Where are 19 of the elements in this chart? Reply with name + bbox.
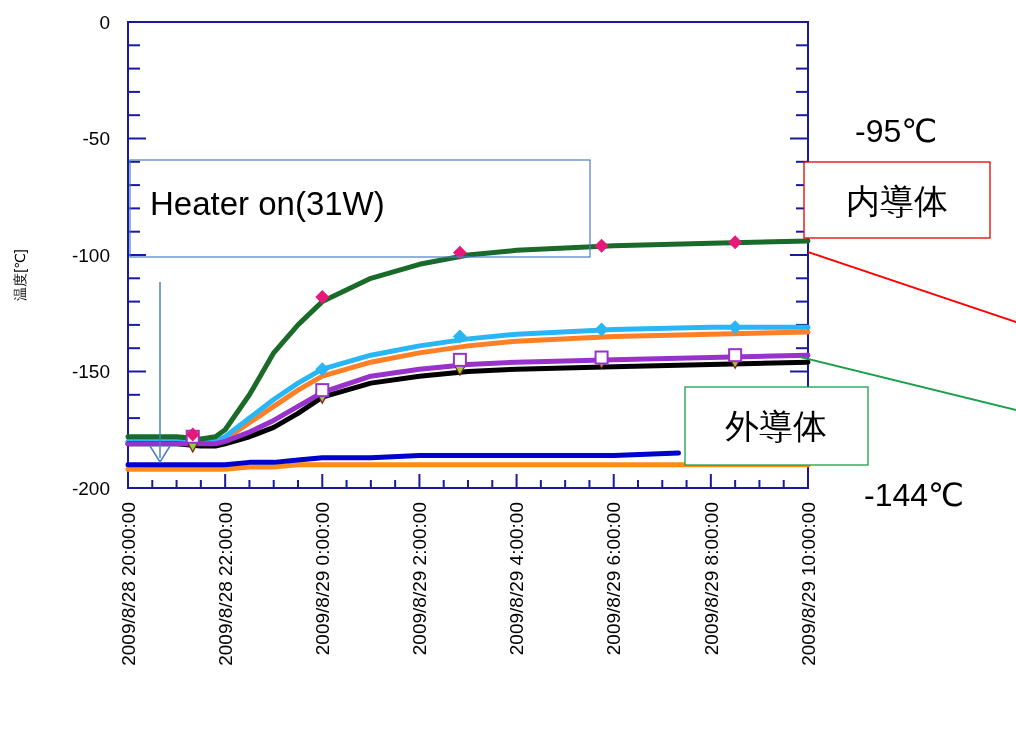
x-tick-label: 2009/8/28 20:00:00: [117, 502, 139, 666]
x-tick-label: 2009/8/28 22:00:00: [214, 502, 236, 666]
y-tick-label: 0: [99, 11, 110, 33]
x-tick-label: 2009/8/29 4:00:00: [506, 502, 528, 656]
x-tick-label: 2009/8/29 6:00:00: [603, 502, 625, 656]
y-axis-title: 温度[℃]: [11, 249, 28, 301]
y-tick-label: -100: [71, 244, 110, 266]
y-tick-label: -50: [82, 128, 110, 150]
y-tick-label: -150: [71, 361, 110, 383]
text: -144℃: [864, 477, 964, 513]
annotation: Heater on(31W): [150, 185, 385, 222]
text: 内導体: [846, 181, 948, 220]
x-tick-label: 2009/8/29 10:00:00: [797, 502, 819, 666]
x-tick-label: 2009/8/29 2:00:00: [409, 502, 431, 656]
x-tick-label: 2009/8/29 0:00:00: [311, 502, 333, 656]
text: -95℃: [855, 113, 938, 149]
x-tick-label: 2009/8/29 8:00:00: [700, 502, 722, 656]
annotation: 外導体: [725, 406, 827, 445]
y-tick-label: -200: [71, 477, 110, 499]
